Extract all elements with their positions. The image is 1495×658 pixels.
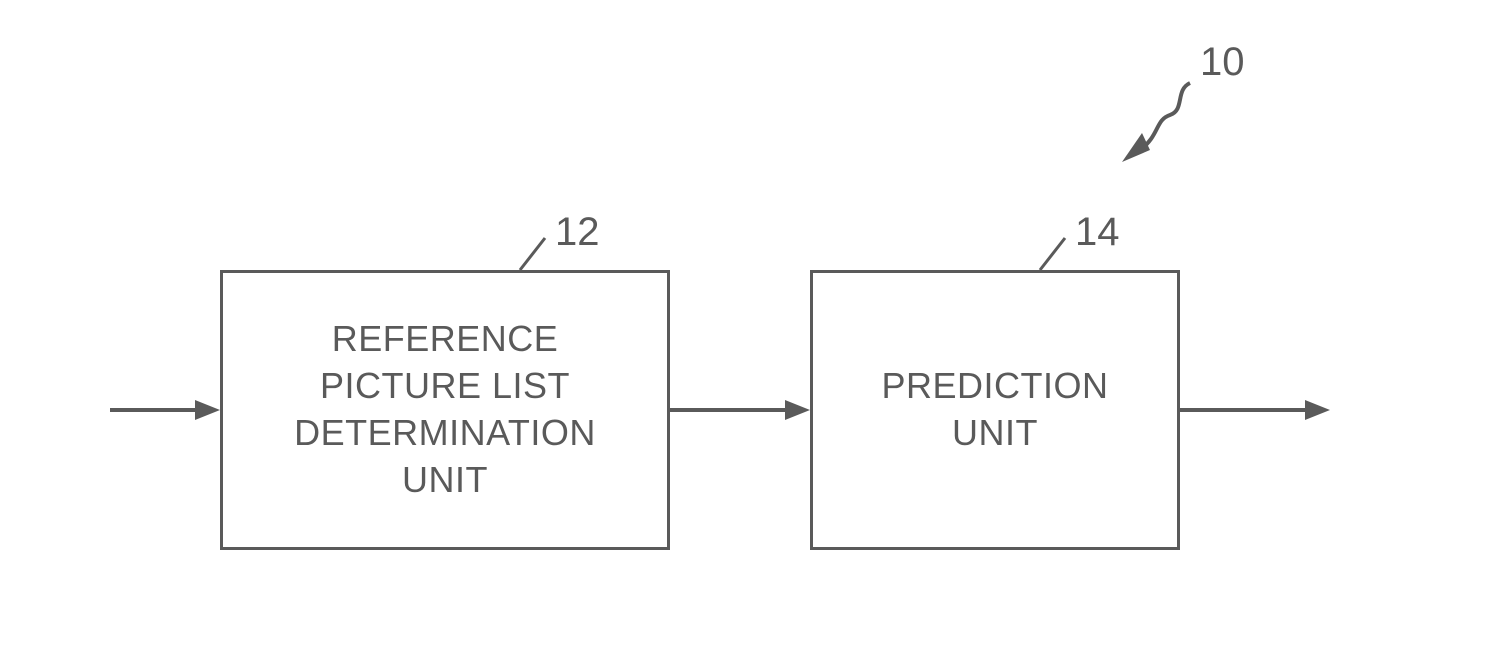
ref-number-12: 12 [555, 210, 600, 255]
ref-number-10: 10 [1200, 40, 1245, 85]
ref-number-14: 14 [1075, 210, 1120, 255]
block-label: REFERENCE PICTURE LIST DETERMINATION UNI… [284, 316, 606, 503]
block-label: PREDICTION UNIT [871, 363, 1118, 457]
block-prediction-unit: PREDICTION UNIT [810, 270, 1180, 550]
block-diagram: REFERENCE PICTURE LIST DETERMINATION UNI… [0, 0, 1495, 658]
block-reference-picture-list: REFERENCE PICTURE LIST DETERMINATION UNI… [220, 270, 670, 550]
